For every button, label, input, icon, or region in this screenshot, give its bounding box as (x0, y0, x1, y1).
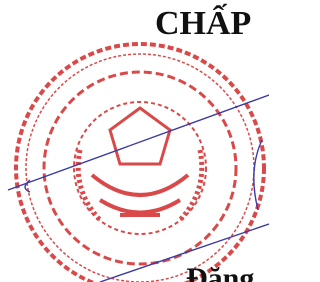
stamp-wreath (78, 150, 202, 220)
stamp-inner-ring (26, 54, 254, 282)
body-text: Đăng (186, 262, 254, 282)
page: CHẤP Đăng (() => { const data = JSON.par… (0, 0, 269, 282)
stamp-emblem (92, 175, 188, 215)
stamp-text-ring (44, 72, 236, 264)
heading-text: CHẤP (155, 3, 251, 42)
stamp-star (110, 108, 170, 164)
document-scan: CHẤP Đăng (0, 0, 269, 282)
stamp (16, 44, 264, 282)
